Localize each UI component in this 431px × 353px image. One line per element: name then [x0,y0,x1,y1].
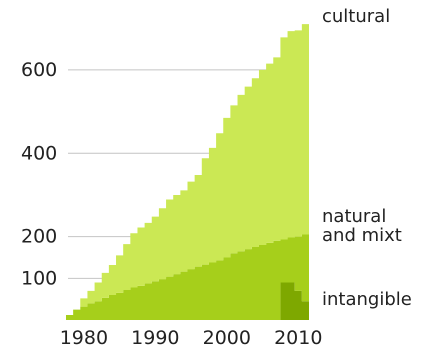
x-tick-label-2000: 2000 [203,327,251,349]
x-tick-label-1990: 1990 [131,327,179,349]
series-label-intangible-line1: intangible [322,289,412,310]
series-label-cultural-line1: cultural [322,6,390,27]
y-tick-label-400: 400 [21,142,57,164]
area-series [66,24,309,320]
y-tick-label-100: 100 [21,267,57,289]
x-tick-label-2010: 2010 [274,327,322,349]
area-intangible [66,282,309,320]
series-label-natural-and-mixt-line1: natural [322,206,386,227]
area-cultural [66,24,309,315]
area-natural-and-mixt [66,234,309,320]
x-axis-ticks: 1980 1990 2000 2010 [60,327,323,349]
y-tick-label-200: 200 [21,226,57,248]
x-tick-label-1980: 1980 [60,327,108,349]
series-label-natural-and-mixt-line2: and mixt [322,225,402,246]
y-tick-label-600: 600 [21,59,57,81]
y-axis-ticks: 100 200 400 600 [21,59,57,289]
